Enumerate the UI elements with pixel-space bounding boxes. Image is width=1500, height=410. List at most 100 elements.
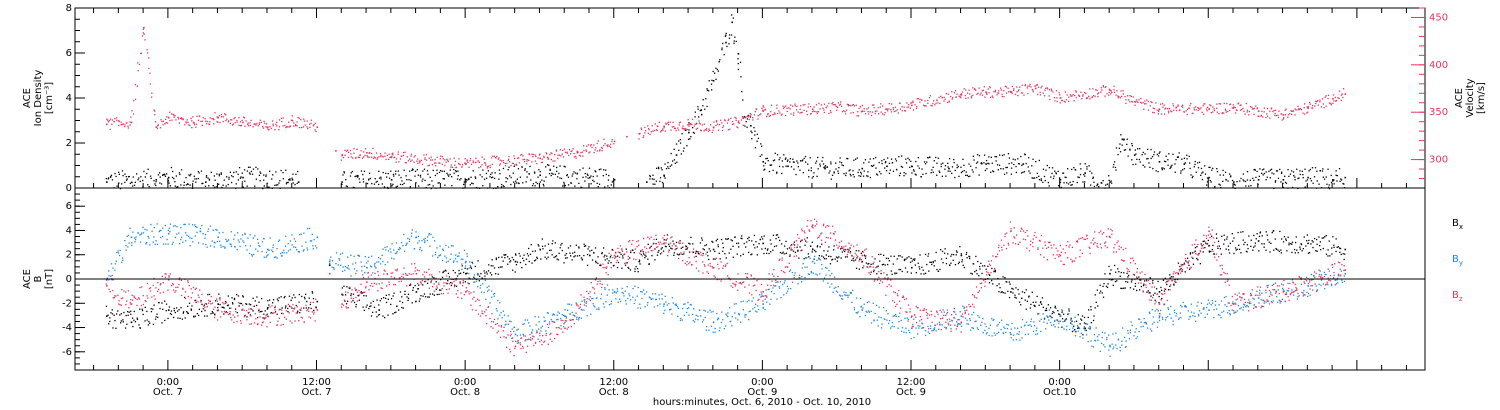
data-point — [1336, 175, 1338, 177]
data-point — [749, 116, 752, 118]
data-point — [938, 96, 940, 99]
data-point — [600, 298, 602, 300]
data-point — [1330, 174, 1332, 177]
data-point — [734, 36, 736, 38]
data-point — [186, 311, 188, 313]
data-point — [1023, 94, 1025, 96]
data-point — [603, 144, 605, 147]
data-point — [876, 110, 878, 112]
data-point — [470, 176, 472, 178]
data-point — [604, 254, 606, 256]
data-point — [1266, 234, 1268, 236]
data-point — [781, 172, 783, 175]
data-point — [596, 308, 598, 310]
data-point — [1038, 304, 1040, 306]
data-point — [763, 169, 765, 171]
data-point — [133, 310, 135, 313]
data-point — [480, 273, 482, 275]
data-point — [711, 89, 713, 91]
data-point — [261, 310, 263, 313]
data-point — [337, 264, 339, 266]
data-point — [305, 241, 307, 243]
data-point — [761, 145, 763, 147]
data-point — [735, 119, 737, 121]
data-point — [1081, 319, 1083, 321]
data-point — [779, 157, 781, 159]
data-point — [1192, 175, 1194, 177]
data-point — [894, 273, 896, 275]
data-point — [992, 283, 994, 285]
data-point — [1266, 108, 1269, 110]
data-point — [1027, 166, 1029, 168]
data-point — [888, 108, 890, 110]
data-point — [932, 166, 934, 168]
data-point — [950, 95, 952, 98]
data-point — [1025, 162, 1027, 165]
y-axis-label: B — [33, 275, 44, 282]
data-point — [937, 270, 939, 272]
data-point — [856, 157, 858, 159]
data-point — [341, 183, 343, 185]
data-point — [589, 254, 591, 257]
data-point — [545, 152, 547, 154]
data-point — [246, 316, 248, 318]
data-point — [978, 87, 980, 89]
data-point — [1136, 100, 1138, 103]
data-point — [119, 188, 122, 190]
data-point — [651, 125, 653, 127]
data-point — [1055, 173, 1057, 175]
data-point — [224, 247, 226, 249]
data-point — [695, 128, 697, 130]
data-point — [858, 107, 860, 109]
data-point — [1175, 281, 1177, 283]
data-point — [1234, 107, 1236, 109]
data-point — [1263, 246, 1265, 248]
data-point — [1148, 292, 1150, 294]
data-point — [680, 247, 682, 249]
data-point — [330, 256, 332, 258]
data-point — [1343, 88, 1345, 90]
data-point — [687, 301, 689, 304]
data-point — [1262, 174, 1264, 176]
data-point — [1094, 294, 1096, 296]
data-point — [438, 255, 440, 257]
data-point — [499, 159, 501, 161]
data-point — [1110, 180, 1112, 182]
data-point — [171, 243, 173, 245]
data-point — [167, 176, 170, 179]
data-point — [370, 302, 372, 304]
data-point — [786, 285, 788, 288]
data-point — [366, 304, 368, 306]
data-point — [462, 164, 464, 166]
data-point — [382, 248, 384, 250]
data-point — [1233, 252, 1235, 255]
data-point — [621, 267, 623, 269]
data-point — [444, 164, 446, 167]
data-point — [1045, 169, 1047, 171]
data-point — [1015, 287, 1017, 289]
data-point — [218, 115, 221, 117]
data-point — [141, 35, 144, 37]
data-point — [189, 184, 191, 186]
data-point — [1169, 274, 1171, 276]
data-point — [581, 258, 584, 260]
data-point — [1188, 107, 1191, 109]
data-point — [293, 308, 295, 310]
data-point — [650, 245, 652, 247]
data-point — [1110, 90, 1112, 92]
data-point — [859, 106, 862, 108]
data-point — [225, 311, 227, 313]
data-point — [292, 173, 294, 175]
data-point — [387, 172, 389, 175]
data-point — [722, 319, 724, 321]
data-point — [364, 148, 367, 150]
data-point — [1336, 180, 1338, 182]
data-point — [1263, 107, 1265, 109]
data-point — [421, 250, 423, 252]
data-point — [737, 68, 740, 71]
data-point — [772, 284, 775, 287]
data-point — [775, 285, 777, 287]
data-point — [1281, 119, 1283, 121]
data-point — [1121, 138, 1124, 141]
data-point — [1223, 243, 1225, 245]
